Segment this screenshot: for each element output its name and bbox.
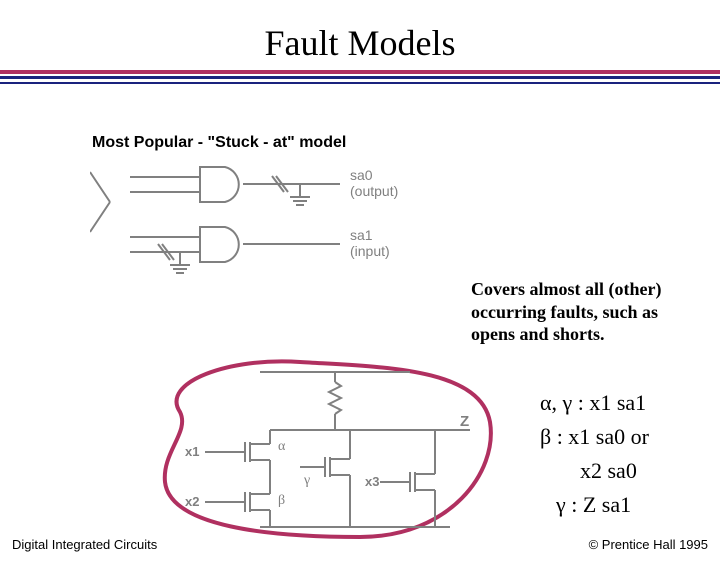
fault-line-2: β : x1 sa0 or	[540, 424, 649, 450]
stuck-at-diagram: 0 1 sa0 (output) sa1 (input)	[90, 162, 430, 282]
fault-line-1: α, γ : x1 sa1	[540, 390, 646, 416]
label-sa0: sa0	[350, 167, 373, 183]
label-x2: x2	[185, 494, 199, 509]
label-x1: x1	[185, 444, 199, 459]
label-output: (output)	[350, 183, 398, 199]
label-Z: Z	[460, 413, 469, 430]
subtitle: Most Popular - "Stuck - at" model	[92, 134, 346, 152]
title-underline	[0, 70, 720, 74]
body-text: Covers almost all (other) occurring faul…	[471, 278, 696, 346]
label-sa1: sa1	[350, 227, 373, 243]
fault-blob	[165, 361, 491, 537]
label-gamma: γ	[303, 473, 310, 488]
fault-line-4: γ : Z sa1	[556, 492, 631, 518]
footer-right: © Prentice Hall 1995	[589, 537, 708, 552]
title-bar	[0, 76, 720, 84]
page-title: Fault Models	[0, 22, 720, 64]
label-x3: x3	[365, 474, 379, 489]
label-beta: β	[278, 493, 285, 508]
transistor-diagram: x1 x2 x3 Z α β γ	[150, 352, 510, 552]
fault-line-3: x2 sa0	[580, 458, 637, 484]
label-input: (input)	[350, 243, 390, 259]
footer-left: Digital Integrated Circuits	[12, 537, 157, 552]
label-alpha: α	[278, 439, 286, 454]
